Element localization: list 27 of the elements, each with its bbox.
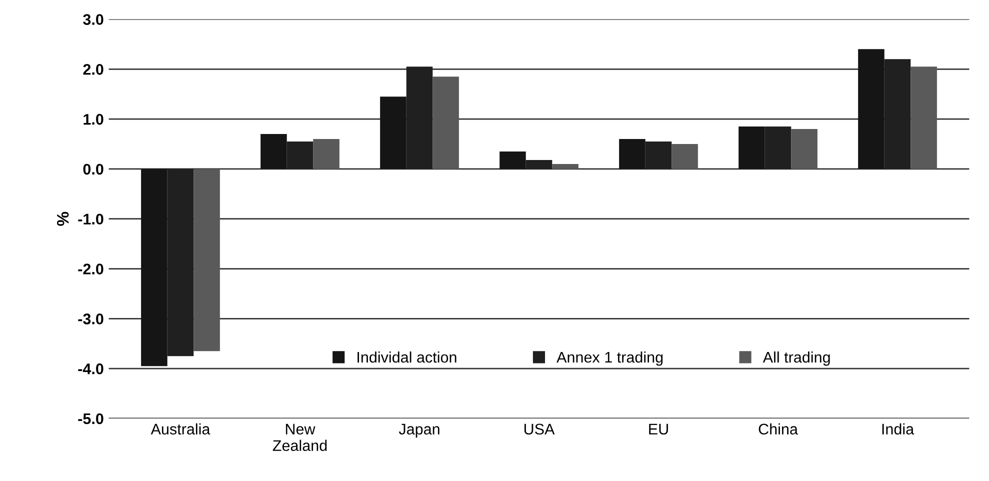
bar: [432, 76, 459, 169]
x-tick-label: China: [758, 423, 798, 435]
bar: [910, 66, 937, 169]
x-tick-label: India: [882, 423, 914, 435]
x-tick-label: Japan: [398, 424, 440, 438]
x-tick-label: Australia: [150, 423, 210, 435]
legend-label: Individal action: [358, 351, 456, 363]
bar: [313, 139, 340, 169]
y-tick-label: 3.0: [83, 14, 104, 25]
bar: [791, 129, 818, 169]
y-tick-label: -4.0: [78, 363, 104, 374]
y-tick-label: -5.0: [78, 413, 104, 424]
y-tick-label: -3.0: [78, 314, 104, 324]
y-tick-label: 0.0: [83, 164, 104, 175]
bar: [194, 168, 220, 352]
legend-label: All trading: [762, 351, 830, 366]
x-tick-label: EU: [649, 424, 668, 435]
x-tick-label: USA: [524, 424, 555, 435]
y-tick-label: -1.0: [78, 214, 104, 225]
bar: [552, 164, 578, 169]
x-tick-label: New Zealand: [272, 424, 327, 452]
bar: [672, 144, 698, 169]
y-tick-label: -2.0: [78, 264, 104, 274]
y-tick-label: 2.0: [83, 64, 104, 75]
y-axis-title: %: [56, 212, 69, 226]
legend-label: Annex 1 trading: [556, 351, 663, 366]
y-tick-label: 1.0: [84, 114, 104, 125]
